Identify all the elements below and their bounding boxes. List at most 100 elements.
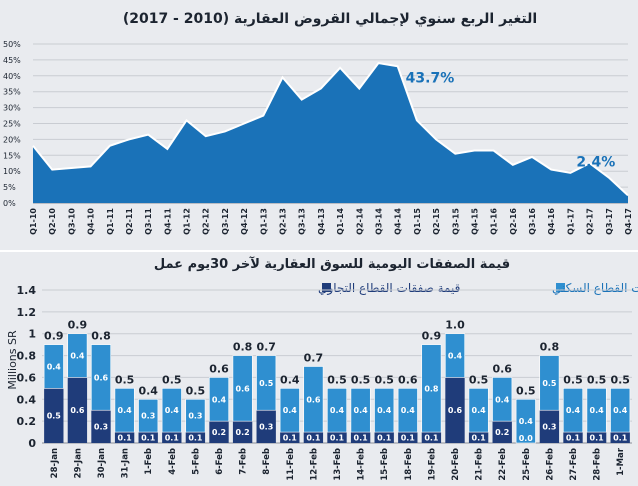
top-x-tick-label: Q1-12: [183, 208, 192, 235]
top-x-tick-label: Q1-13: [259, 208, 268, 235]
bar-total-label: 0.9: [422, 330, 442, 343]
legend-label-residential: قيمة صفقات القطاع السكني: [552, 281, 638, 295]
top-x-tick-label: Q4-16: [547, 208, 556, 235]
top-x-tick-label: Q4-10: [87, 208, 96, 235]
legend-swatch-commercial: [322, 283, 331, 292]
bottom-x-tick-label: 28-Jan: [50, 448, 60, 478]
bar-total-label: 0.7: [256, 341, 276, 354]
top-x-tick-label: Q3-11: [144, 208, 153, 235]
legend-label-commercial: قيمة صفقات القطاع التجاري: [318, 281, 460, 296]
daily-transactions-chart: قيمة الصفقات اليومية للسوق العقارية لآخر…: [0, 252, 638, 486]
bar-residential: [374, 388, 395, 433]
bar-commercial-label: 0.3: [542, 423, 556, 432]
bar-commercial: [256, 410, 276, 443]
bar-residential: [563, 388, 583, 433]
bar-residential: [350, 388, 371, 433]
bar-residential-label: 0.4: [613, 406, 628, 415]
top-x-tick-label: Q2-11: [125, 208, 134, 235]
bar-commercial-label: 0.1: [424, 434, 439, 443]
bar-commercial: [398, 432, 418, 443]
bar-commercial-label: 0.1: [401, 434, 416, 443]
bar-total-label: 0.8: [540, 341, 560, 354]
top-x-tick-label: Q3-14: [374, 208, 383, 235]
bar-commercial-label: 0.2: [212, 428, 226, 437]
bar-total-label: 0.6: [209, 362, 229, 375]
top-x-tick-label: Q3-13: [298, 208, 307, 235]
legend-swatch-residential: [556, 283, 565, 292]
bar-residential-label: 0.4: [495, 395, 510, 404]
bar-residential-label: 0.4: [47, 363, 62, 372]
bar-commercial-label: 0.6: [70, 406, 85, 415]
top-x-tick-label: Q1-16: [490, 208, 499, 235]
bottom-y-tick-label: 1.4: [17, 284, 37, 297]
bar-commercial: [303, 432, 324, 443]
bar-commercial-label: 0.1: [613, 434, 628, 443]
top-x-tick-label: Q2-13: [279, 208, 288, 235]
top-x-tick-label: Q2-17: [586, 208, 595, 235]
bottom-y-tick-label: 0.8: [17, 350, 37, 363]
bar-residential: [610, 388, 631, 433]
bar-commercial-label: 0.2: [236, 428, 250, 437]
bottom-x-tick-label: 4-Feb: [168, 448, 178, 475]
bar-commercial-label: 0.1: [330, 434, 345, 443]
bar-residential: [114, 388, 135, 433]
bar-commercial: [162, 432, 182, 443]
bar-residential: [303, 366, 324, 433]
top-y-tick-label: 0%: [3, 199, 16, 208]
bar-commercial-label: 0.0: [519, 434, 534, 443]
bar-commercial: [610, 432, 630, 443]
bar-residential-label: 0.4: [354, 406, 369, 415]
bar-commercial: [138, 432, 158, 443]
bar-commercial: [468, 432, 489, 443]
bar-residential: [492, 377, 513, 422]
bar-total-label: 0.5: [563, 373, 583, 386]
bottom-x-tick-label: 20-Feb: [451, 448, 461, 481]
top-x-tick-label: Q4-13: [317, 208, 326, 235]
top-x-tick-label: Q1-11: [106, 208, 115, 235]
top-y-tick-label: 5%: [3, 183, 16, 192]
bar-residential-label: 0.3: [188, 412, 202, 421]
top-x-tick-label: Q1-10: [29, 208, 38, 235]
bar-commercial: [114, 432, 135, 443]
top-x-tick-label: Q4-14: [394, 208, 403, 235]
bar-commercial: [185, 432, 206, 443]
top-area-outline: [32, 61, 629, 197]
bar-residential-label: 0.4: [118, 406, 133, 415]
bar-residential-label: 0.3: [141, 412, 155, 421]
top-x-tick-label: Q3-10: [67, 208, 76, 235]
bar-residential: [421, 344, 442, 433]
bottom-x-tick-label: 28-Feb: [593, 448, 603, 481]
top-x-tick-label: Q2-15: [432, 208, 441, 235]
bar-residential-label: 0.6: [94, 373, 109, 382]
bar-residential-label: 0.4: [165, 406, 180, 415]
top-x-tick-label: Q1-15: [413, 208, 422, 235]
bar-commercial-label: 0.1: [306, 434, 321, 443]
bottom-chart-title: قيمة الصفقات اليومية للسوق العقارية لآخر…: [154, 256, 510, 272]
bar-commercial-label: 0.1: [354, 434, 369, 443]
bar-residential: [586, 388, 607, 433]
bar-residential: [67, 333, 88, 378]
bottom-x-tick-label: 1-Feb: [144, 448, 154, 475]
bar-commercial: [539, 410, 560, 443]
bar-residential-label: 0.8: [424, 384, 439, 393]
bar-residential-label: 0.4: [448, 352, 463, 361]
bar-total-label: 0.4: [280, 373, 300, 386]
bottom-x-tick-label: 19-Feb: [427, 448, 437, 481]
bar-commercial-label: 0.1: [377, 434, 392, 443]
top-y-axis-ticks: 0% 5% 10% 15% 20% 25% 30% 35% 40% 45% 50%: [3, 40, 21, 208]
bar-residential: [43, 344, 64, 389]
bottom-x-tick-label: 14-Feb: [357, 448, 367, 481]
bar-total-label: 1.0: [445, 319, 465, 332]
bar-commercial: [44, 388, 64, 443]
bottom-y-tick-label: 0.4: [17, 393, 37, 406]
bottom-x-tick-label: 6-Feb: [215, 448, 225, 475]
top-x-tick-label: Q1-17: [566, 208, 575, 235]
bottom-x-tick-label: 15-Feb: [380, 448, 390, 481]
bar-total-label: 0.8: [91, 330, 111, 343]
bar-residential-label: 0.4: [566, 406, 581, 415]
bar-commercial-label: 0.3: [94, 423, 108, 432]
bottom-x-tick-label: 25-Feb: [522, 448, 532, 481]
bar-commercial: [91, 410, 111, 443]
bottom-x-tick-label: 27-Feb: [569, 448, 579, 481]
